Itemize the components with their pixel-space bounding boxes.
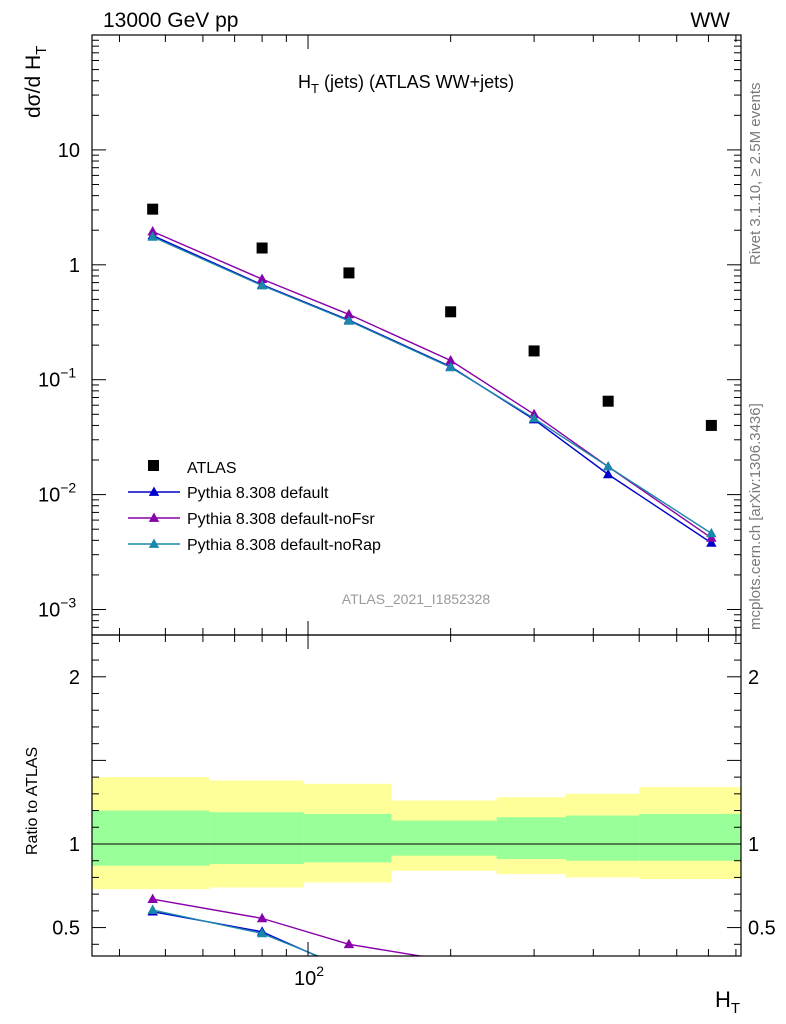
ratio-point-series-1-3 — [450, 955, 451, 956]
data-point-3 — [445, 306, 457, 318]
ratio-tick-label-right-2: 0.5 — [748, 918, 776, 940]
point-series-0-5 — [602, 468, 614, 479]
energy-label: 13000 GeV pp — [103, 9, 238, 32]
inner-band-4 — [496, 817, 566, 860]
ratio-point-series-1-4 — [529, 972, 539, 981]
chart-title-main: H — [298, 72, 311, 92]
ratio-series — [147, 893, 613, 1009]
legend-marker-series-1 — [148, 512, 160, 522]
ratio-line-series-1 — [152, 898, 425, 956]
mcplots-label: mcplots.cern.ch [arXiv:1306.3436] — [747, 403, 764, 630]
point-series-1-2 — [343, 308, 355, 319]
y-tick-label-0: 10 — [58, 140, 80, 162]
data-point-5 — [602, 395, 614, 407]
process-label: WW — [690, 9, 730, 32]
inner-band-6 — [639, 813, 741, 861]
data-point-1 — [256, 242, 268, 254]
main-series — [147, 203, 717, 547]
chart-title-rest: (jets) (ATLAS WW+jets) — [319, 72, 514, 92]
axes: 102 10 1 10−1 10−2 10−3 2 2 1 1 0.5 0.5 — [38, 34, 776, 990]
rivet-label: Rivet 3.1.10, ≥ 2.5M events — [747, 83, 764, 266]
legend-label-series-1: Pythia 8.308 default-noFsr — [187, 511, 375, 528]
ratio-line-series-0 — [152, 911, 319, 956]
ratio-point-series-0-5 — [603, 1000, 613, 1009]
point-series-0-6 — [706, 537, 717, 547]
inner-band-2 — [303, 813, 392, 863]
point-series-2-3 — [445, 361, 456, 372]
legend-label-series-0: Pythia 8.308 default — [187, 485, 329, 502]
y-tick-label-3: 10−2 — [38, 480, 76, 507]
ratio-point-series-1-0 — [147, 893, 158, 904]
inner-band-5 — [565, 815, 640, 861]
legend-marker-series-0 — [148, 486, 160, 496]
point-series-2-6 — [706, 527, 717, 538]
point-series-1-3 — [445, 354, 456, 365]
ratio-point-series-0-3 — [445, 976, 455, 985]
inner-band-0 — [92, 810, 210, 866]
data-point-2 — [343, 267, 355, 279]
chart-title-sub: T — [311, 81, 319, 96]
x-tick-label-0: 102 — [294, 963, 324, 990]
ratio-point-series-0-4 — [529, 995, 539, 1004]
point-series-2-4 — [528, 412, 540, 423]
y-tick-label-2: 10−1 — [38, 365, 76, 392]
point-series-1-0 — [147, 225, 158, 236]
y-tick-label-4: 10−3 — [38, 595, 76, 622]
y-tick-label-1: 1 — [69, 255, 80, 277]
point-series-2-5 — [602, 461, 614, 471]
data-point-4 — [528, 345, 540, 357]
ratio-axis-label: Ratio to ATLAS — [24, 747, 41, 855]
legend-marker-series-2 — [148, 538, 160, 548]
ratio-point-series-0-2 — [344, 965, 354, 974]
ratio-point-series-2-5 — [603, 999, 613, 1008]
analysis-id: ATLAS_2021_I1852328 — [342, 591, 491, 607]
chart-title: HT (jets) (ATLAS WW+jets) — [298, 72, 514, 96]
legend-marker-data — [148, 460, 159, 471]
legend: ATLAS Pythia 8.308 default Pythia 8.308 de… — [128, 460, 381, 554]
ratio-point-series-1-2 — [343, 938, 355, 949]
ratio-tick-label-right-1: 1 — [748, 834, 759, 856]
y-axis-label-main: dσ/d H — [22, 55, 45, 118]
ratio-tick-label-left-2: 0.5 — [52, 918, 80, 940]
x-axis-label-main: H — [715, 987, 731, 1012]
ratio-point-series-2-1 — [256, 927, 268, 938]
ratio-tick-label-left-1: 1 — [69, 834, 80, 856]
ratio-point-series-2-4 — [529, 994, 539, 1003]
legend-label-data: ATLAS — [187, 460, 237, 477]
data-point-6 — [705, 419, 717, 431]
ratio-point-series-1-1 — [256, 912, 268, 923]
y-axis-label: dσ/d HT — [22, 46, 50, 118]
ratio-point-series-2-3 — [445, 976, 455, 985]
ratio-point-series-1-5 — [603, 989, 613, 998]
y-axis-label-sub: T — [33, 46, 50, 55]
x-axis-label: HT — [715, 987, 740, 1017]
inner-band-3 — [391, 820, 497, 856]
point-series-1-1 — [256, 273, 268, 284]
inner-band-1 — [209, 812, 304, 865]
ratio-point-series-2-0 — [147, 904, 158, 914]
ratio-tick-label-left-0: 2 — [69, 667, 80, 689]
ratio-tick-label-right-0: 2 — [748, 667, 759, 689]
point-series-2-0 — [147, 231, 158, 241]
legend-label-series-2: Pythia 8.308 default-noRap — [187, 537, 381, 554]
ratio-panel-frame — [91, 634, 742, 957]
ratio-bands — [92, 777, 741, 890]
data-point-0 — [147, 203, 159, 215]
ratio-line-series-2 — [152, 909, 320, 956]
x-axis-label-sub: T — [731, 1000, 740, 1017]
point-series-2-2 — [343, 315, 355, 325]
ratio-point-series-2-2 — [344, 963, 354, 972]
point-series-2-1 — [256, 280, 268, 290]
